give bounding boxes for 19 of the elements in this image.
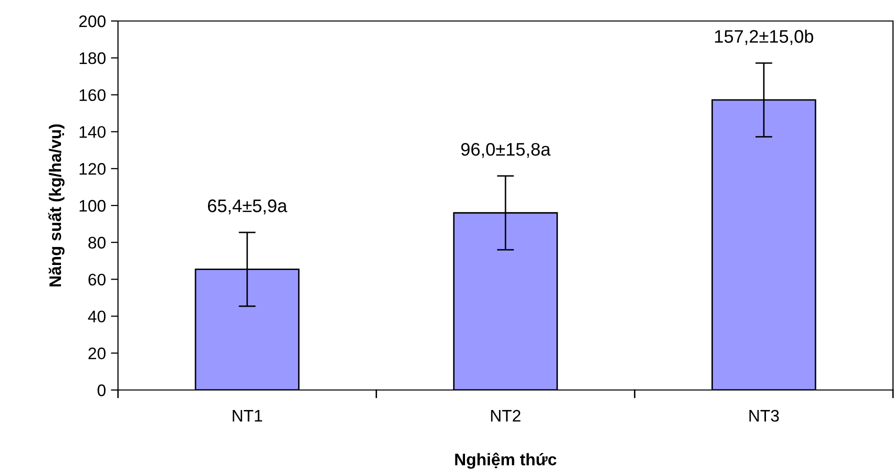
x-axis-title: Nghiệm thức bbox=[455, 452, 556, 469]
y-tick-label: 180 bbox=[80, 52, 106, 64]
y-tick-label: 140 bbox=[80, 126, 106, 138]
y-tick-label: 40 bbox=[88, 310, 106, 322]
data-label: 157,2±15,0b bbox=[715, 30, 814, 45]
x-tick-label: NT2 bbox=[491, 410, 520, 422]
y-tick-label: 100 bbox=[80, 200, 106, 212]
y-tick-label: 200 bbox=[79, 15, 106, 28]
y-tick-label: 160 bbox=[80, 89, 106, 102]
x-tick-label: NT1 bbox=[232, 410, 262, 422]
y-tick-label: 60 bbox=[88, 274, 106, 286]
y-tick-label: 80 bbox=[88, 236, 106, 249]
y-tick-label: 0 bbox=[98, 384, 106, 396]
y-tick-label: 20 bbox=[88, 348, 106, 360]
x-tick-label: NT3 bbox=[749, 410, 779, 422]
y-axis-title: Năng suất (kg/ha/vụ) bbox=[48, 124, 64, 286]
y-tick-label: 120 bbox=[80, 163, 106, 175]
data-label: 65,4±5,9a bbox=[208, 199, 288, 214]
data-label: 96,0±15,8a bbox=[461, 142, 551, 158]
